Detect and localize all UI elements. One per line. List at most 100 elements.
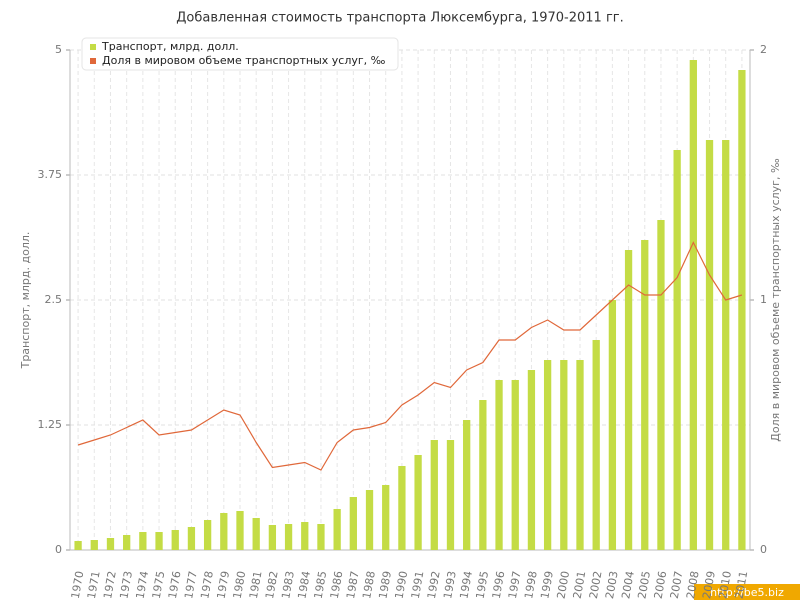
x-tick-label: 1990	[393, 570, 411, 600]
bar	[349, 497, 357, 550]
x-tick-label: 1984	[295, 570, 313, 600]
x-tick-label: 1993	[441, 570, 459, 600]
x-tick-label: 2009	[700, 570, 718, 600]
bar	[301, 522, 309, 550]
bar	[106, 538, 115, 550]
bar	[90, 540, 98, 550]
x-tick-label: 1996	[490, 570, 508, 600]
x-tick-label: 1999	[538, 570, 556, 600]
x-tick-label: 2006	[652, 570, 670, 600]
x-tick-label: 2001	[571, 570, 589, 600]
x-tick-label: 2002	[587, 570, 605, 600]
x-tick-label: 2005	[635, 570, 653, 600]
bar	[511, 380, 519, 550]
x-tick-label: 2003	[603, 570, 621, 600]
bar	[398, 466, 406, 550]
bar	[641, 240, 649, 550]
y-tick-label: 5	[55, 43, 62, 56]
x-tick-label: 1979	[214, 570, 232, 600]
bar	[624, 250, 633, 550]
y2-tick-label: 1	[760, 293, 767, 306]
x-tick-label: 1973	[117, 570, 135, 600]
legend: Транспорт, млрд. долл.Доля в мировом объ…	[81, 37, 399, 71]
bar	[74, 541, 82, 550]
legend-swatch	[90, 44, 96, 50]
y2-tick-label: 2	[760, 43, 767, 56]
bar	[608, 300, 617, 550]
bar	[479, 400, 487, 550]
line	[77, 241, 743, 471]
bar	[171, 530, 179, 550]
bar	[203, 520, 212, 550]
x-tick-label: 1995	[474, 570, 492, 600]
bar	[705, 140, 714, 550]
bar	[446, 440, 455, 550]
x-tick-label: 1988	[360, 570, 378, 600]
bar	[430, 440, 438, 550]
x-tick-label: 1989	[376, 570, 394, 600]
y2-axis-title: Доля в мировом объеме транспортных услуг…	[769, 158, 782, 442]
x-tick-label: 1971	[85, 570, 103, 600]
watermark: http://be5.biz	[710, 586, 784, 599]
x-tick-label: 2008	[684, 570, 702, 600]
x-tick-label: 1983	[279, 570, 297, 600]
x-tick-label: 2011	[733, 570, 751, 600]
x-tick-label: 1972	[101, 570, 119, 600]
x-tick-label: 1985	[312, 570, 330, 600]
chart-title: Добавленная стоимость транспорта Люксемб…	[176, 11, 624, 26]
bar	[576, 360, 584, 550]
x-tick-label: 1981	[247, 570, 265, 600]
bar	[689, 60, 697, 550]
bar	[722, 140, 730, 550]
x-tick-label: 1987	[344, 570, 362, 600]
bar	[414, 455, 422, 550]
x-tick-label: 1991	[409, 570, 427, 600]
bar	[333, 509, 341, 550]
bar	[220, 513, 228, 550]
y2-tick-label: 0	[760, 543, 767, 556]
legend-swatch	[90, 58, 96, 64]
bar	[187, 527, 196, 550]
x-tick-label: 1978	[198, 570, 216, 600]
bar	[139, 532, 147, 550]
bar	[252, 518, 260, 550]
x-tick-label: 1998	[522, 570, 540, 600]
bar	[155, 532, 163, 550]
y-tick-label: 1.25	[38, 418, 63, 431]
x-tick-label: 1997	[506, 570, 524, 600]
x-tick-label: 1980	[231, 570, 249, 600]
x-tick-label: 2010	[716, 570, 734, 600]
bar	[317, 524, 325, 550]
bar	[673, 150, 681, 550]
x-tick-label: 1977	[182, 570, 200, 600]
bar	[284, 524, 293, 550]
x-tick-label: 1992	[425, 570, 443, 600]
bar	[527, 370, 536, 550]
x-tick-label: 1976	[166, 570, 184, 600]
bar	[657, 220, 665, 550]
y-tick-label: 0	[55, 543, 62, 556]
x-tick-label: 1994	[457, 570, 475, 600]
x-tick-label: 2004	[619, 570, 637, 600]
bar	[382, 485, 390, 550]
bar	[738, 70, 746, 550]
legend-box	[81, 37, 399, 71]
watermark-bg	[694, 584, 800, 600]
y-axis-title: Транспорт, млрд. долл.	[19, 232, 32, 370]
bar	[495, 380, 503, 550]
bar	[543, 360, 552, 550]
x-tick-label: 1975	[150, 570, 168, 600]
bar	[268, 525, 277, 550]
x-tick-label: 1982	[263, 570, 281, 600]
y-tick-label: 2.5	[45, 293, 63, 306]
x-tick-label: 2000	[554, 570, 572, 600]
x-tick-label: 1986	[328, 570, 346, 600]
legend-label: Транспорт, млрд. долл.	[101, 40, 239, 53]
x-tick-label: 1974	[134, 570, 152, 600]
bar	[560, 360, 568, 550]
bar	[592, 340, 600, 550]
legend-label: Доля в мировом объеме транспортных услуг…	[102, 54, 386, 67]
bar	[123, 535, 131, 550]
bar	[365, 490, 374, 550]
